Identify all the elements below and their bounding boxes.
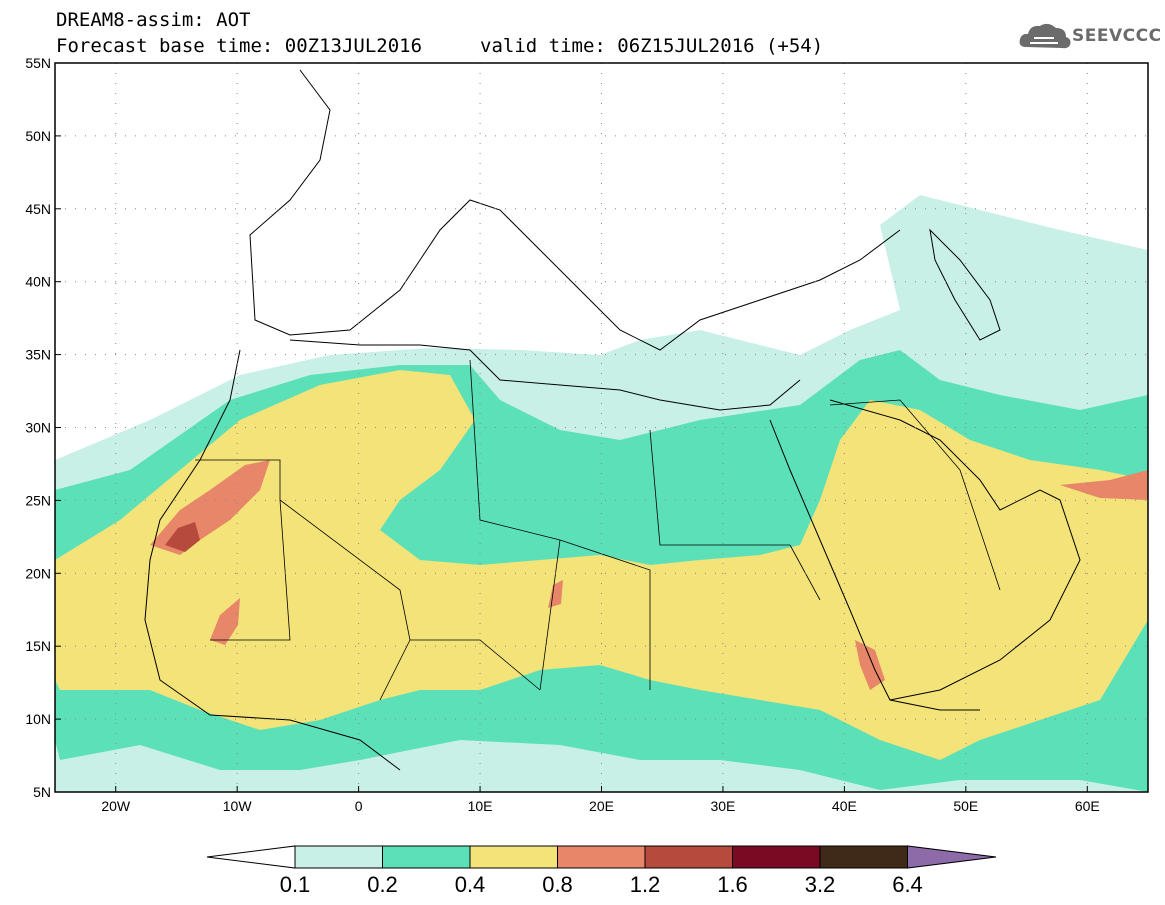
colorbar-label: 1.2 (629, 872, 661, 897)
country-borders (195, 359, 1001, 701)
lon-label: 20E (589, 798, 614, 814)
lon-label: 50E (953, 798, 978, 814)
colorbar-label: 0.8 (542, 872, 573, 897)
aot-field-0.8 (1060, 470, 1148, 500)
lat-label: 50N (25, 128, 51, 144)
colorbar-label: 0.1 (279, 872, 311, 897)
lat-label: 40N (25, 274, 51, 290)
chart-title: DREAM8-assim: AOT (56, 9, 251, 31)
europe-coast (249, 69, 901, 351)
lon-label: 60E (1075, 798, 1100, 814)
lat-label: 55N (25, 55, 51, 71)
lat-label: 10N (25, 711, 51, 727)
africa-coast (144, 349, 401, 771)
colorbar-label: 3.2 (804, 872, 836, 897)
lat-label: 45N (25, 201, 51, 217)
lat-label: 25N (25, 492, 51, 508)
colorbar-swatch (557, 845, 646, 869)
aot-fields (55, 195, 1148, 792)
lat-label: 20N (25, 565, 51, 581)
lon-label: 10W (223, 798, 253, 814)
lat-label: 35N (25, 347, 51, 363)
colorbar-lower-arrow (206, 845, 296, 869)
seevccc-logo: SEEVCCC (1018, 19, 1161, 59)
colorbar (206, 845, 997, 869)
lon-label: 10E (468, 798, 493, 814)
logo-text: SEEVCCC (1072, 26, 1162, 46)
arabia-coast (829, 399, 1081, 701)
caspian-coast (929, 228, 1001, 341)
coastlines (144, 69, 1081, 771)
aot-field-0.8 (855, 640, 885, 690)
lat-label: 15N (25, 638, 51, 654)
north-africa-coast (289, 339, 801, 411)
cloud-icon (1019, 23, 1071, 49)
colorbar-upper-arrow (907, 845, 997, 869)
aot-field-0.8 (210, 598, 240, 645)
colorbar-label: 0.2 (367, 872, 398, 897)
colorbar-swatch (732, 845, 821, 869)
colorbar-swatch (644, 845, 733, 869)
lon-label: 40E (832, 798, 857, 814)
colorbar-label: 0.4 (454, 872, 486, 897)
forecast-base-time: Forecast base time: 00Z13JUL2016 (56, 35, 423, 57)
valid-time: valid time: 06Z15JUL2016 (+54) (480, 35, 824, 57)
colorbar-swatch (382, 845, 471, 869)
aot-field-1.2 (165, 522, 200, 552)
colorbar-swatch (469, 845, 558, 869)
lon-label: 0 (355, 798, 363, 814)
red-sea-coast (769, 419, 980, 711)
colorbar-label: 1.6 (717, 872, 748, 897)
colorbar-label: 6.4 (892, 872, 923, 897)
lon-label: 30E (710, 798, 735, 814)
lon-label: 20W (101, 798, 131, 814)
lat-label: 30N (25, 420, 51, 436)
axis-ticks: 55N 50N 45N 40N 35N 30N 25N 20N 15N 10N 5N 20W 10W 0 1… (25, 55, 1099, 814)
colorbar-swatch (819, 845, 908, 869)
lat-label: 5N (33, 784, 51, 800)
colorbar-swatch (294, 845, 383, 869)
